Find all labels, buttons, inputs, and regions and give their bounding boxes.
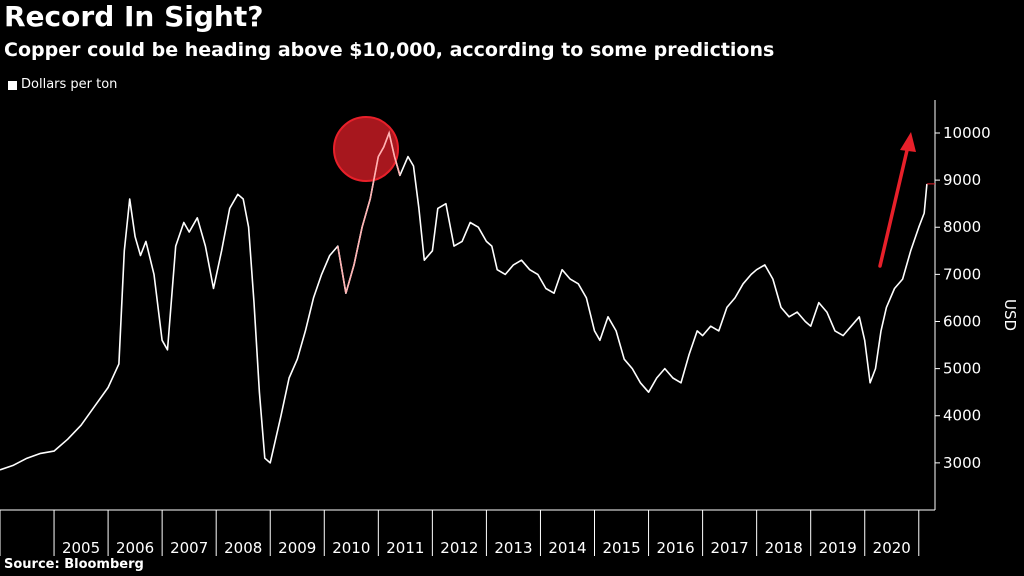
annotations: [333, 116, 916, 294]
x-tick-label: 2006: [116, 539, 154, 557]
y-tick-label: 10000: [943, 124, 991, 142]
up-arrow-head-icon: [900, 132, 916, 152]
series-line: [0, 132, 928, 471]
peak-series-line: [337, 130, 401, 294]
legend-swatch-icon: [8, 80, 17, 90]
y-tick-label: 9000: [943, 171, 981, 189]
x-axis: 2005 2006 2007 2008 2009 2010 2011 2012 2013 2014…: [0, 509, 935, 557]
x-tick-label: 2012: [440, 539, 478, 557]
x-tick-label: 2008: [224, 539, 262, 557]
y-tick-label: 6000: [943, 312, 981, 330]
x-tick-label: 2015: [602, 539, 640, 557]
y-tick-label: 7000: [943, 265, 981, 283]
chart-subtitle: Copper could be heading above $10,000, a…: [4, 39, 775, 61]
y-axis: 3000 4000 5000 6000 7000 8000 9000 10000 USD: [934, 100, 1019, 510]
y-tick-label: 8000: [943, 218, 981, 236]
y-tick-label: 3000: [943, 454, 981, 472]
up-arrow-shaft: [878, 144, 910, 268]
x-tick-label: 2005: [62, 539, 100, 557]
x-tick-label: 2011: [386, 539, 424, 557]
x-tick-label: 2020: [873, 539, 911, 557]
y-axis-label: USD: [1001, 299, 1019, 331]
x-tick-label: 2013: [494, 539, 532, 557]
source-note: Source: Bloomberg: [4, 557, 144, 572]
plot-area: [0, 132, 935, 471]
x-tick-label: 2017: [711, 539, 749, 557]
legend-label: Dollars per ton: [21, 77, 118, 92]
x-tick-label: 2014: [548, 539, 586, 557]
x-tick-label: 2019: [819, 539, 857, 557]
x-tick-label: 2010: [332, 539, 370, 557]
x-tick-label: 2007: [170, 539, 208, 557]
y-tick-label: 5000: [943, 360, 981, 378]
chart-title: Record In Sight?: [4, 0, 264, 33]
x-tick-label: 2009: [278, 539, 316, 557]
x-tick-label: 2018: [765, 539, 803, 557]
x-tick-label: 2016: [656, 539, 694, 557]
peak-highlight-circle: [333, 116, 399, 182]
y-tick-label: 4000: [943, 407, 981, 425]
legend: Dollars per ton: [8, 77, 117, 93]
